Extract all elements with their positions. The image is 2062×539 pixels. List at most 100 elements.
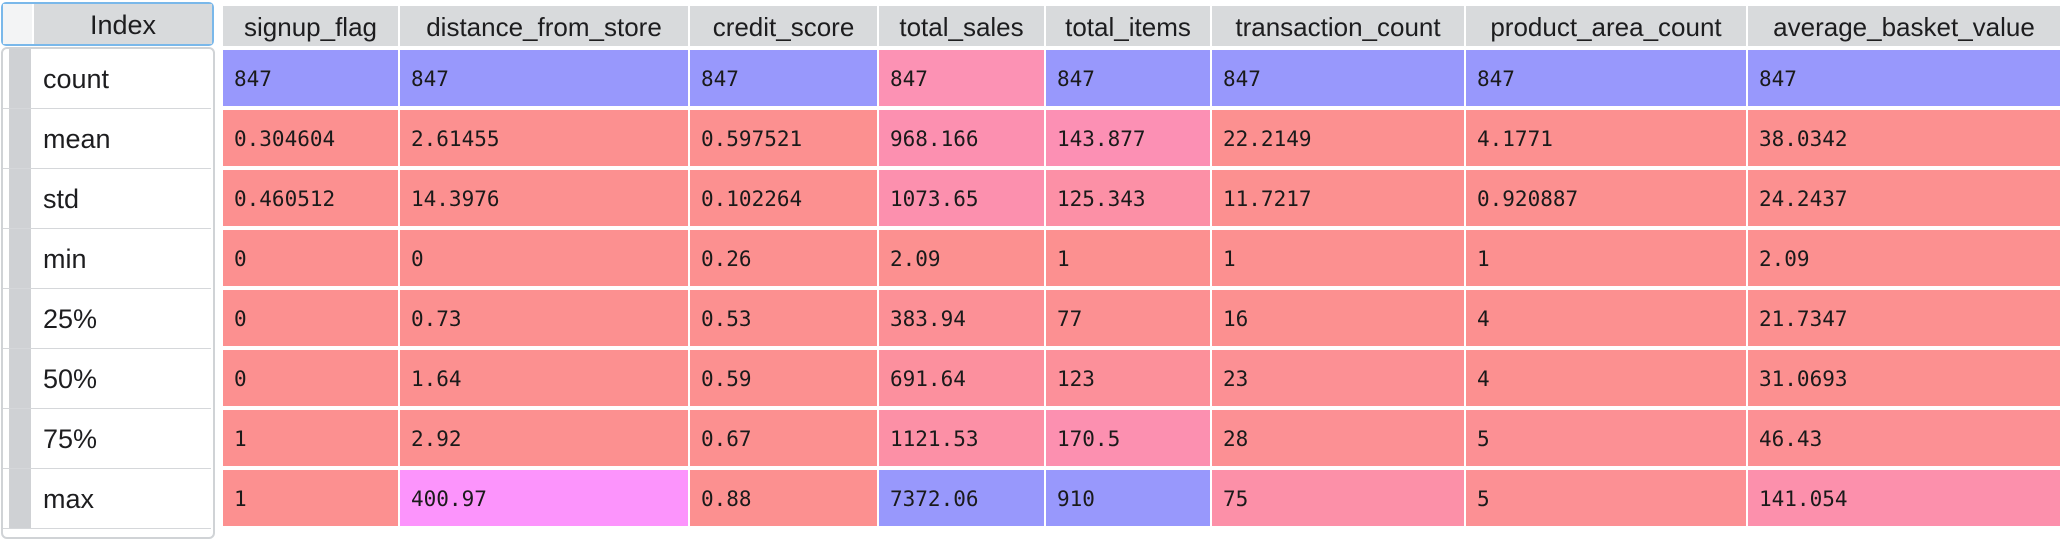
row-label-text: mean bbox=[43, 124, 111, 154]
column-header-distance-from-store[interactable]: distance_from_store bbox=[400, 6, 690, 46]
row-handle[interactable] bbox=[9, 349, 31, 408]
table-cell[interactable]: 1 bbox=[223, 470, 400, 528]
table-cell[interactable]: 4.1771 bbox=[1466, 110, 1748, 168]
table-cell[interactable]: 2.09 bbox=[879, 230, 1046, 288]
row-label[interactable]: min bbox=[3, 229, 211, 289]
table-cell[interactable]: 0 bbox=[400, 230, 690, 288]
index-column-header[interactable]: Index bbox=[1, 2, 214, 46]
row-index-column: count mean std min 25% 50% 75% max bbox=[1, 47, 215, 539]
table-cell[interactable]: 0.67 bbox=[690, 410, 879, 468]
table-cell[interactable]: 0 bbox=[223, 290, 400, 348]
corner-gutter bbox=[3, 4, 32, 44]
row-label[interactable]: 75% bbox=[3, 409, 211, 469]
table-cell[interactable]: 0.304604 bbox=[223, 110, 400, 168]
table-cell[interactable]: 0.920887 bbox=[1466, 170, 1748, 228]
table-cell[interactable]: 5 bbox=[1466, 470, 1748, 528]
table-cell[interactable]: 847 bbox=[400, 50, 690, 108]
table-cell[interactable]: 1.64 bbox=[400, 350, 690, 408]
row-label[interactable]: 25% bbox=[3, 289, 211, 349]
table-cell[interactable]: 77 bbox=[1046, 290, 1212, 348]
table-cell[interactable]: 11.7217 bbox=[1212, 170, 1466, 228]
table-cell[interactable]: 16 bbox=[1212, 290, 1466, 348]
row-handle[interactable] bbox=[9, 49, 31, 108]
table-cell[interactable]: 141.054 bbox=[1748, 470, 2062, 528]
table-cell[interactable]: 1 bbox=[223, 410, 400, 468]
table-cell[interactable]: 21.7347 bbox=[1748, 290, 2062, 348]
table-cell[interactable]: 22.2149 bbox=[1212, 110, 1466, 168]
row-handle[interactable] bbox=[9, 169, 31, 228]
column-header-total-items[interactable]: total_items bbox=[1046, 6, 1212, 46]
table-cell[interactable]: 0.73 bbox=[400, 290, 690, 348]
table-cell[interactable]: 28 bbox=[1212, 410, 1466, 468]
column-header-credit-score[interactable]: credit_score bbox=[690, 6, 879, 46]
column-header-transaction-count[interactable]: transaction_count bbox=[1212, 6, 1466, 46]
column-header-total-sales[interactable]: total_sales bbox=[879, 6, 1046, 46]
table-cell[interactable]: 1 bbox=[1466, 230, 1748, 288]
table-cell[interactable]: 2.92 bbox=[400, 410, 690, 468]
row-label[interactable]: std bbox=[3, 169, 211, 229]
row-label-text: 75% bbox=[43, 424, 98, 454]
table-cell[interactable]: 847 bbox=[690, 50, 879, 108]
table-cell[interactable]: 24.2437 bbox=[1748, 170, 2062, 228]
table-cell[interactable]: 125.343 bbox=[1046, 170, 1212, 228]
row-handle[interactable] bbox=[9, 469, 31, 528]
row-label[interactable]: max bbox=[3, 469, 211, 529]
table-cell[interactable]: 0.59 bbox=[690, 350, 879, 408]
row-handle[interactable] bbox=[9, 289, 31, 348]
table-cell[interactable]: 1 bbox=[1212, 230, 1466, 288]
table-cell[interactable]: 400.97 bbox=[400, 470, 690, 528]
table-cell[interactable]: 46.43 bbox=[1748, 410, 2062, 468]
row-label-text: 25% bbox=[43, 304, 98, 334]
table-cell[interactable]: 847 bbox=[1046, 50, 1212, 108]
table-cell[interactable]: 4 bbox=[1466, 350, 1748, 408]
table-cell[interactable]: 38.0342 bbox=[1748, 110, 2062, 168]
row-label-text: count bbox=[43, 64, 110, 94]
table-cell[interactable]: 2.61455 bbox=[400, 110, 690, 168]
table-cell[interactable]: 7372.06 bbox=[879, 470, 1046, 528]
table-cell[interactable]: 4 bbox=[1466, 290, 1748, 348]
table-cell[interactable]: 123 bbox=[1046, 350, 1212, 408]
row-label[interactable]: count bbox=[3, 49, 211, 109]
table-cell[interactable]: 383.94 bbox=[879, 290, 1046, 348]
table-cell[interactable]: 75 bbox=[1212, 470, 1466, 528]
column-header-signup-flag[interactable]: signup_flag bbox=[223, 6, 400, 46]
table-cell[interactable]: 1073.65 bbox=[879, 170, 1046, 228]
table-cell[interactable]: 1121.53 bbox=[879, 410, 1046, 468]
table-cell[interactable]: 968.166 bbox=[879, 110, 1046, 168]
row-handle[interactable] bbox=[9, 109, 31, 168]
table-cell[interactable]: 143.877 bbox=[1046, 110, 1212, 168]
table-cell[interactable]: 847 bbox=[1748, 50, 2062, 108]
table-cell[interactable]: 5 bbox=[1466, 410, 1748, 468]
table-cell[interactable]: 170.5 bbox=[1046, 410, 1212, 468]
table-cell[interactable]: 847 bbox=[1212, 50, 1466, 108]
table-cell[interactable]: 0 bbox=[223, 230, 400, 288]
table-cell[interactable]: 0.597521 bbox=[690, 110, 879, 168]
row-label[interactable]: mean bbox=[3, 109, 211, 169]
row-handle[interactable] bbox=[9, 229, 31, 288]
table-cell[interactable]: 0.88 bbox=[690, 470, 879, 528]
table-cell[interactable]: 0.460512 bbox=[223, 170, 400, 228]
table-cell[interactable]: 0 bbox=[223, 350, 400, 408]
data-grid: 847 847 847 847 847 847 847 847 0.304604 2.61455 0… bbox=[223, 50, 2062, 536]
row-label[interactable]: 50% bbox=[3, 349, 211, 409]
table-cell[interactable]: 0.102264 bbox=[690, 170, 879, 228]
table-cell[interactable]: 910 bbox=[1046, 470, 1212, 528]
table-cell[interactable]: 691.64 bbox=[879, 350, 1046, 408]
table-cell[interactable]: 0.26 bbox=[690, 230, 879, 288]
row-label-text: min bbox=[43, 244, 87, 274]
table-cell[interactable]: 31.0693 bbox=[1748, 350, 2062, 408]
index-header-label: Index bbox=[34, 4, 212, 44]
table-cell[interactable]: 847 bbox=[1466, 50, 1748, 108]
table-cell[interactable]: 847 bbox=[223, 50, 400, 108]
column-header-product-area-count[interactable]: product_area_count bbox=[1466, 6, 1748, 46]
table-cell[interactable]: 2.09 bbox=[1748, 230, 2062, 288]
row-label-text: 50% bbox=[43, 364, 98, 394]
table-cell[interactable]: 0.53 bbox=[690, 290, 879, 348]
column-header-average-basket-value[interactable]: average_basket_value bbox=[1748, 6, 2062, 46]
row-handle[interactable] bbox=[9, 409, 31, 468]
row-label-text: max bbox=[43, 484, 95, 514]
table-cell[interactable]: 23 bbox=[1212, 350, 1466, 408]
table-cell[interactable]: 1 bbox=[1046, 230, 1212, 288]
table-cell[interactable]: 847 bbox=[879, 50, 1046, 108]
table-cell[interactable]: 14.3976 bbox=[400, 170, 690, 228]
